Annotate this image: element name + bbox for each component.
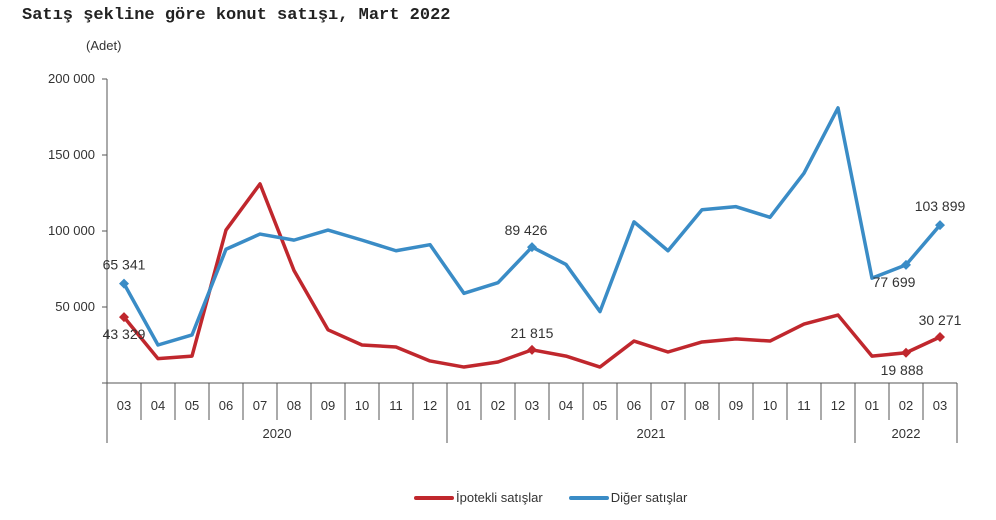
month-label: 10 <box>763 398 777 413</box>
data-point-marker <box>119 312 129 323</box>
month-label: 06 <box>627 398 641 413</box>
y-tick-label: 50 000 <box>55 299 95 314</box>
y-tick-label: 150 000 <box>48 147 95 162</box>
legend-label: Diğer satışlar <box>610 490 688 505</box>
y-tick-label: 200 000 <box>48 71 95 86</box>
month-label: 05 <box>185 398 199 413</box>
month-label: 01 <box>865 398 879 413</box>
legend-item-ipotekli: İpotekli satışlar <box>414 490 543 505</box>
legend-swatch <box>568 495 609 500</box>
month-label: 02 <box>491 398 505 413</box>
month-label: 07 <box>661 398 675 413</box>
legend: İpotekli satışlar Diğer satışlar <box>414 490 687 505</box>
month-label: 03 <box>117 398 131 413</box>
month-label: 11 <box>389 398 403 413</box>
month-label: 09 <box>729 398 743 413</box>
data-label: 43 329 <box>103 326 146 342</box>
month-label: 07 <box>253 398 267 413</box>
legend-label: İpotekli satışlar <box>456 490 543 505</box>
month-label: 02 <box>899 398 913 413</box>
month-label: 05 <box>593 398 607 413</box>
data-point-marker <box>935 220 945 231</box>
month-label: 09 <box>321 398 335 413</box>
month-label: 12 <box>831 398 845 413</box>
data-point-marker <box>119 278 129 289</box>
data-label: 21 815 <box>511 325 554 341</box>
month-label: 08 <box>287 398 301 413</box>
year-label: 2022 <box>892 426 921 441</box>
month-label: 08 <box>695 398 709 413</box>
month-label: 04 <box>151 398 165 413</box>
year-label: 2021 <box>637 426 666 441</box>
data-point-marker <box>901 347 911 358</box>
data-label: 19 888 <box>881 362 924 378</box>
data-label: 30 271 <box>919 312 962 328</box>
chart-title: Satış şekline göre konut satışı, Mart 20… <box>22 6 451 25</box>
data-point-marker <box>901 259 911 270</box>
month-label: 03 <box>525 398 539 413</box>
month-label: 01 <box>457 398 471 413</box>
data-point-marker <box>935 331 945 342</box>
data-label: 77 699 <box>873 274 916 290</box>
data-point-marker <box>527 242 537 253</box>
legend-swatch <box>414 495 454 500</box>
y-axis-unit: (Adet) <box>86 38 122 53</box>
month-label: 04 <box>559 398 573 413</box>
data-point-marker <box>527 344 537 355</box>
data-label: 103 899 <box>915 198 966 214</box>
year-label: 2020 <box>263 426 292 441</box>
legend-item-diger: Diğer satışlar <box>568 490 688 505</box>
line-chart: 50 000 100 000 150 000 200 000 03 04 05 06 07 08 0… <box>48 71 966 443</box>
month-label: 11 <box>797 398 811 413</box>
data-label: 89 426 <box>505 222 548 238</box>
month-label: 03 <box>933 398 947 413</box>
y-tick-label: 100 000 <box>48 223 95 238</box>
month-label: 06 <box>219 398 233 413</box>
month-label: 12 <box>423 398 437 413</box>
data-label: 65 341 <box>103 257 146 273</box>
month-label: 10 <box>355 398 369 413</box>
